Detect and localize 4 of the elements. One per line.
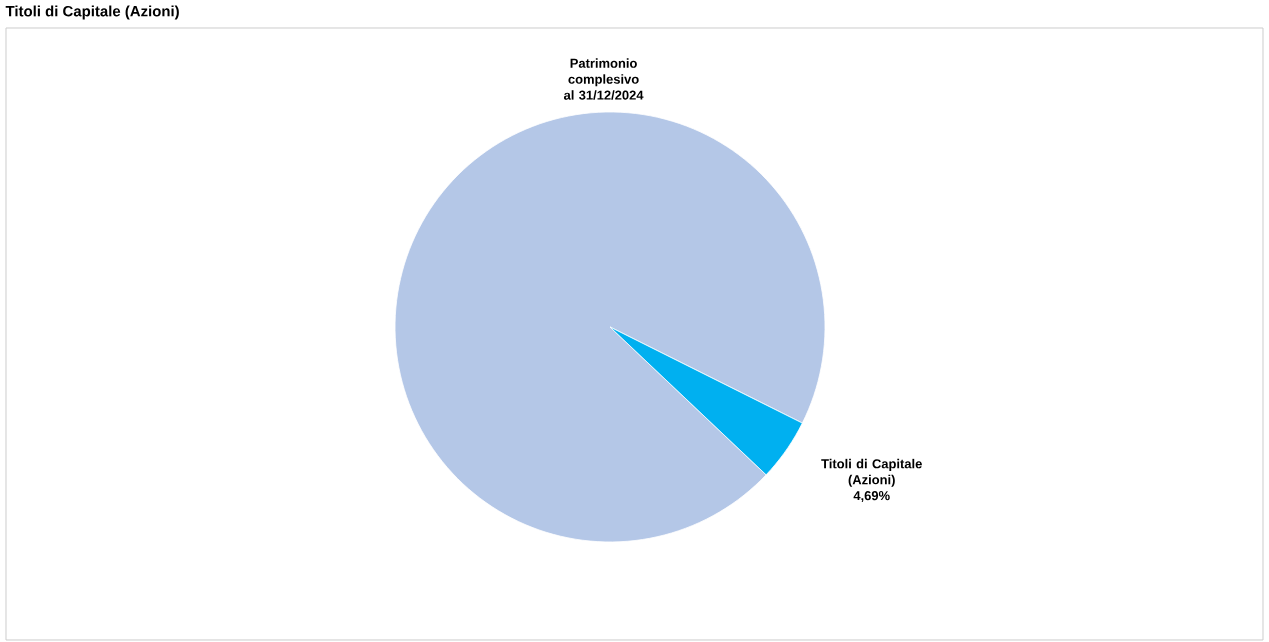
data-label: 4,69%	[853, 491, 890, 503]
slice-label: Titoli di Capitale (Azioni)	[821, 458, 922, 487]
slice-label: Patrimonio complesivo al 31/12/2024	[563, 58, 644, 100]
text: Titoli di Capitale (Azioni)	[5, 5, 179, 20]
